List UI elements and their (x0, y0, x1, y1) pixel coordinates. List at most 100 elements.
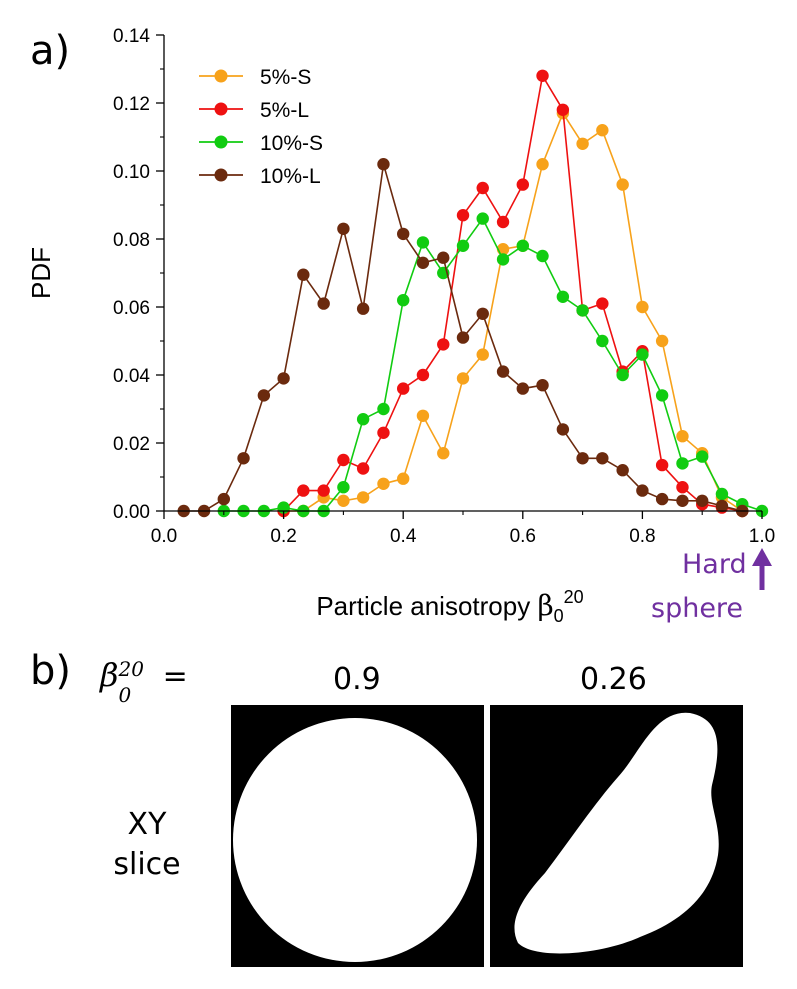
data-point-10%-L (456, 331, 470, 344)
data-point-5%-L (377, 426, 390, 439)
data-point-10%-L (715, 499, 729, 513)
x-tick-label: 0.2 (270, 526, 296, 547)
legend-label: 5%-L (260, 99, 309, 122)
data-point-10%-L (237, 452, 250, 465)
data-point-5%-L (676, 481, 689, 494)
data-point-10%-L (317, 297, 330, 310)
data-point-10%-S (516, 239, 529, 252)
data-point-10%-L (596, 452, 609, 465)
data-point-10%-L (416, 256, 430, 269)
data-point-10%-S (596, 334, 609, 348)
data-point-5%-S (576, 137, 589, 150)
data-point-10%-L (377, 158, 390, 171)
data-point-5%-S (377, 477, 390, 490)
data-point-5%-L (476, 181, 489, 195)
data-point-5%-L (317, 484, 330, 497)
data-point-10%-L (337, 222, 350, 235)
y-tick-label: 0.08 (113, 230, 150, 251)
xy-slice-image-irregular (490, 705, 743, 967)
y-tick-label: 0.02 (113, 434, 150, 455)
data-point-10%-S (536, 249, 549, 263)
beta-value-irregular: 0.26 (580, 662, 647, 697)
data-point-5%-S (476, 348, 489, 361)
data-point-10%-S (476, 212, 489, 225)
y-tick-label: 0.10 (113, 162, 150, 183)
arrow-up-icon (752, 548, 772, 566)
data-point-5%-S (397, 472, 410, 485)
data-point-5%-S (636, 300, 649, 314)
data-point-10%-S (416, 236, 430, 249)
data-point-10%-L (676, 494, 689, 507)
data-point-10%-L (655, 492, 669, 506)
y-tick-label: 0.12 (113, 94, 150, 115)
y-tick-label: 0.14 (113, 26, 150, 47)
data-point-5%-S (356, 491, 370, 504)
beta-value-sphere: 0.9 (333, 662, 381, 697)
data-point-5%-S (337, 494, 350, 507)
data-point-5%-L (397, 382, 410, 395)
data-point-10%-S (616, 368, 629, 382)
data-point-5%-S (536, 158, 549, 171)
data-point-10%-L (397, 227, 410, 241)
beta-subscript: 0 (118, 683, 132, 707)
legend-marker (214, 102, 228, 116)
data-point-10%-L (356, 302, 370, 315)
data-point-5%-L (437, 338, 450, 351)
data-point-10%-S (576, 304, 589, 317)
annotation-hard: Hard (682, 549, 747, 580)
x-tick-label: 0.0 (151, 526, 177, 547)
data-point-5%-L (556, 103, 570, 117)
legend-item-5%-L: 5%-L (199, 99, 309, 122)
data-point-5%-L (516, 178, 529, 191)
data-point-10%-S (496, 253, 510, 266)
data-point-5%-S (456, 372, 470, 385)
series-line-5%-L (283, 73, 743, 512)
legend-item-10%-L: 10%-L (199, 165, 321, 188)
y-tick-label: 0.04 (113, 366, 150, 387)
data-point-10%-L (556, 423, 570, 436)
y-axis-label: PDF (26, 247, 56, 299)
data-point-10%-L (536, 379, 549, 392)
beta-superscript: 20 (118, 657, 144, 681)
data-point-5%-L (337, 453, 350, 467)
data-point-5%-S (616, 178, 629, 191)
data-point-5%-L (456, 209, 470, 222)
data-point-10%-L (496, 365, 510, 378)
data-point-5%-L (297, 484, 310, 497)
data-point-5%-L (416, 368, 430, 382)
legend-item-5%-S: 5%-S (199, 66, 311, 89)
x-tick-label: 1.0 (749, 526, 775, 547)
beta-symbol: β (100, 656, 119, 694)
panel-b-label: b) (30, 648, 71, 694)
panel-a-label: a) (30, 28, 71, 74)
sphere-slice-shape (233, 718, 477, 962)
legend-label: 10%-S (260, 132, 323, 155)
data-point-5%-S (676, 430, 689, 443)
data-point-10%-L (636, 484, 649, 497)
data-point-10%-L (576, 452, 589, 465)
data-point-5%-L (596, 297, 609, 310)
x-tick-label: 0.8 (629, 526, 655, 547)
legend-marker (214, 135, 228, 149)
xy-slice-image-sphere (231, 705, 484, 967)
data-point-10%-L (437, 251, 450, 264)
data-point-10%-S (676, 457, 689, 470)
chart-figure: 0.00 0.02 0.04 0.06 0.08 0.10 0.12 0.14 0.0 0.2 0.… (26, 26, 775, 626)
data-point-10%-S (456, 239, 470, 252)
data-point-10%-S (397, 294, 410, 307)
y-tick-label: 0.00 (113, 502, 150, 523)
xy-slice-label-line2: slice (113, 847, 181, 882)
data-point-10%-L (257, 389, 271, 402)
data-point-10%-S (715, 487, 729, 501)
data-point-10%-S (377, 402, 390, 416)
legend-item-10%-S: 10%-S (199, 132, 323, 155)
data-point-5%-L (655, 458, 669, 472)
data-point-5%-L (356, 462, 370, 475)
series-line-5%-S (283, 111, 743, 512)
legend-marker (214, 69, 228, 83)
series-10%-L (177, 158, 749, 518)
beta-symbol-axis: β (537, 589, 553, 622)
data-point-10%-L (696, 494, 709, 507)
beta-expression: β 20 0 = (100, 656, 188, 707)
irregular-slice-shape (514, 712, 719, 954)
